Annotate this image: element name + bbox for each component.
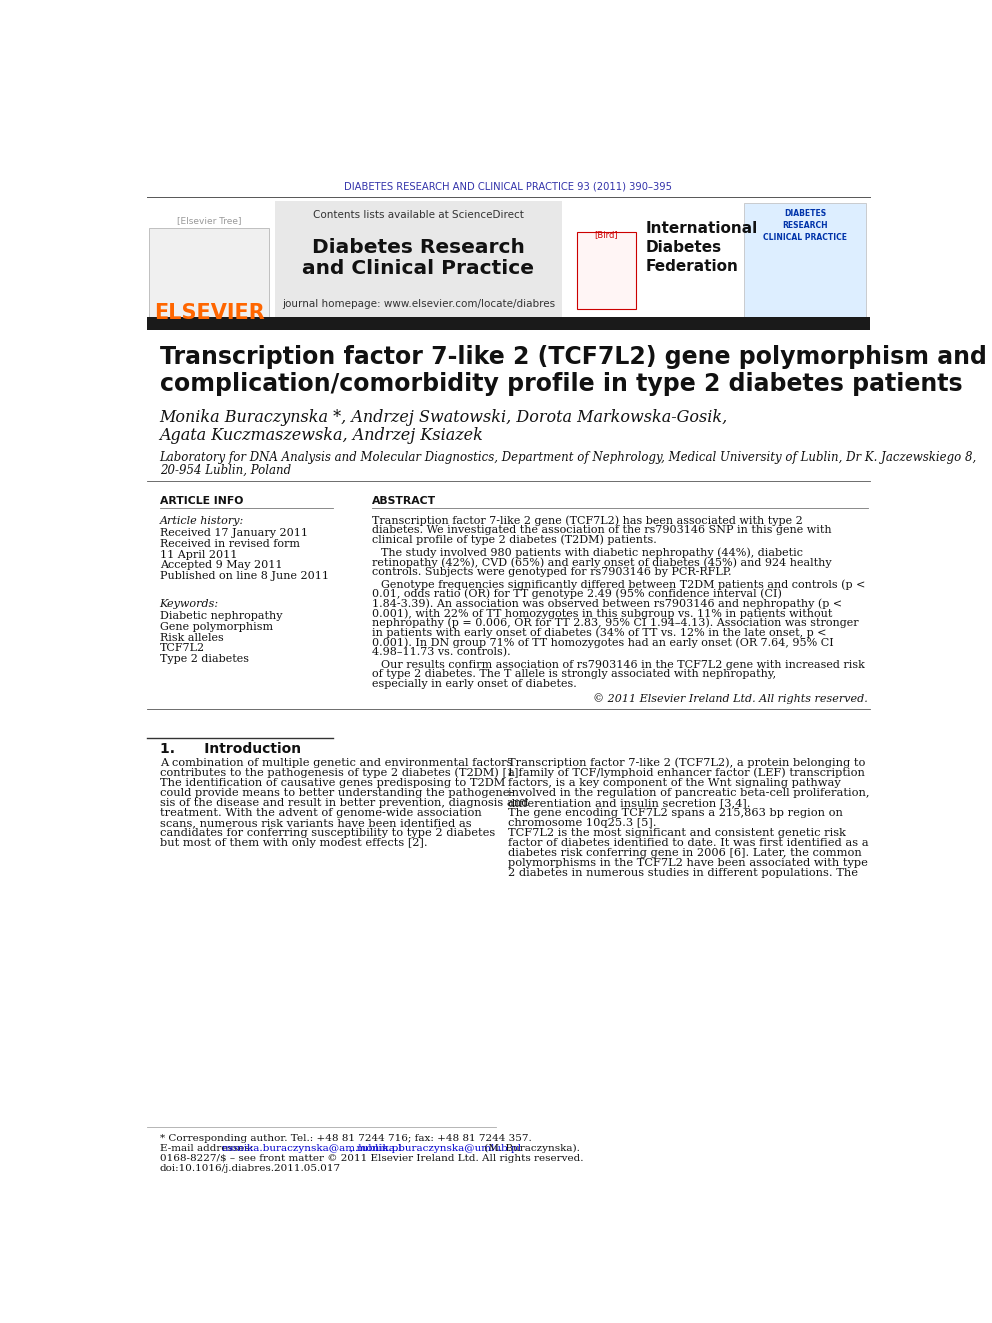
Text: A combination of multiple genetic and environmental factors: A combination of multiple genetic and en… (160, 758, 512, 767)
Text: 2 diabetes in numerous studies in different populations. The: 2 diabetes in numerous studies in differ… (509, 868, 858, 878)
Text: Federation: Federation (646, 259, 738, 274)
Text: 0.001), with 22% of TT homozygotes in this subgroup vs. 11% in patients without: 0.001), with 22% of TT homozygotes in th… (372, 609, 832, 619)
Text: of type 2 diabetes. The T allele is strongly associated with nephropathy,: of type 2 diabetes. The T allele is stro… (372, 669, 776, 679)
Text: The study involved 980 patients with diabetic nephropathy (44%), diabetic: The study involved 980 patients with dia… (381, 548, 804, 558)
Bar (275, 201, 561, 320)
Text: treatment. With the advent of genome-wide association: treatment. With the advent of genome-wid… (160, 808, 481, 818)
Text: complication/comorbidity profile in type 2 diabetes patients: complication/comorbidity profile in type… (160, 372, 962, 396)
Text: Contents lists available at ScienceDirect: Contents lists available at ScienceDirec… (313, 210, 524, 220)
Text: a family of TCF/lymphoid enhancer factor (LEF) transcription: a family of TCF/lymphoid enhancer factor… (509, 767, 865, 778)
Text: Received 17 January 2011: Received 17 January 2011 (160, 528, 308, 538)
Text: © 2011 Elsevier Ireland Ltd. All rights reserved.: © 2011 Elsevier Ireland Ltd. All rights … (593, 693, 868, 704)
Text: nephropathy (p = 0.006, OR for TT 2.83, 95% CI 1.94–4.13). Association was stron: nephropathy (p = 0.006, OR for TT 2.83, … (372, 618, 859, 628)
Text: DIABETES RESEARCH AND CLINICAL PRACTICE 93 (2011) 390–395: DIABETES RESEARCH AND CLINICAL PRACTICE … (344, 181, 673, 192)
Text: The identification of causative genes predisposing to T2DM: The identification of causative genes pr… (160, 778, 505, 787)
Text: Transcription factor 7-like 2 gene (TCF7L2) has been associated with type 2: Transcription factor 7-like 2 gene (TCF7… (372, 516, 803, 527)
Text: diabetes risk conferring gene in 2006 [6]. Later, the common: diabetes risk conferring gene in 2006 [6… (509, 848, 862, 857)
Text: diabetes. We investigated the association of the rs7903146 SNP in this gene with: diabetes. We investigated the associatio… (372, 525, 831, 536)
Text: 1.      Introduction: 1. Introduction (160, 742, 301, 755)
Text: [Elsevier Tree]: [Elsevier Tree] (177, 216, 241, 225)
Text: TCF7L2: TCF7L2 (160, 643, 204, 654)
Text: 20-954 Lublin, Poland: 20-954 Lublin, Poland (160, 463, 291, 476)
Text: Published on line 8 June 2011: Published on line 8 June 2011 (160, 572, 328, 581)
Text: retinopathy (42%), CVD (65%) and early onset of diabetes (45%) and 924 healthy: retinopathy (42%), CVD (65%) and early o… (372, 557, 831, 568)
Text: Keywords:: Keywords: (160, 599, 219, 609)
Text: 4.98–11.73 vs. controls).: 4.98–11.73 vs. controls). (372, 647, 511, 658)
Text: differentiation and insulin secretion [3,4].: differentiation and insulin secretion [3… (509, 798, 751, 808)
Text: (M. Buraczynska).: (M. Buraczynska). (481, 1143, 580, 1152)
Text: Article history:: Article history: (160, 516, 244, 525)
Text: E-mail addresses:: E-mail addresses: (160, 1143, 256, 1152)
Text: 0.001). In DN group 71% of TT homozygotes had an early onset (OR 7.64, 95% CI: 0.001). In DN group 71% of TT homozygote… (372, 638, 833, 647)
Text: controls. Subjects were genotyped for rs7903146 by PCR-RFLP.: controls. Subjects were genotyped for rs… (372, 566, 731, 577)
Bar (744, 202, 866, 320)
Text: Accepted 9 May 2011: Accepted 9 May 2011 (160, 561, 282, 570)
Text: candidates for conferring susceptibility to type 2 diabetes: candidates for conferring susceptibility… (160, 828, 495, 837)
Text: 0.01, odds ratio (OR) for TT genotype 2.49 (95% confidence interval (CI): 0.01, odds ratio (OR) for TT genotype 2.… (372, 589, 782, 599)
Text: Monika Buraczynska *, Andrzej Swatowski, Dorota Markowska-Gosik,: Monika Buraczynska *, Andrzej Swatowski,… (160, 409, 728, 426)
Text: scans, numerous risk variants have been identified as: scans, numerous risk variants have been … (160, 818, 471, 828)
Text: doi:10.1016/j.diabres.2011.05.017: doi:10.1016/j.diabres.2011.05.017 (160, 1164, 341, 1172)
Text: sis of the disease and result in better prevention, diagnosis and: sis of the disease and result in better … (160, 798, 528, 808)
Bar (577, 232, 636, 308)
Text: factor of diabetes identified to date. It was first identified as a: factor of diabetes identified to date. I… (509, 837, 869, 848)
Text: Diabetic nephropathy: Diabetic nephropathy (160, 611, 282, 620)
Text: International: International (646, 221, 758, 235)
Text: and Clinical Practice: and Clinical Practice (303, 259, 535, 278)
Text: involved in the regulation of pancreatic beta-cell proliferation,: involved in the regulation of pancreatic… (509, 789, 870, 798)
Text: Diabetes: Diabetes (646, 239, 722, 255)
Text: contributes to the pathogenesis of type 2 diabetes (T2DM) [1].: contributes to the pathogenesis of type … (160, 767, 522, 778)
Text: * Corresponding author. Tel.: +48 81 7244 716; fax: +48 81 7244 357.: * Corresponding author. Tel.: +48 81 724… (160, 1134, 532, 1143)
Text: 1.84-3.39). An association was observed between rs7903146 and nephropathy (p <: 1.84-3.39). An association was observed … (372, 598, 842, 609)
Text: Transcription factor 7-like 2 (TCF7L2) gene polymorphism and: Transcription factor 7-like 2 (TCF7L2) g… (160, 345, 986, 369)
Bar (149, 228, 269, 320)
Text: polymorphisms in the TCF7L2 have been associated with type: polymorphisms in the TCF7L2 have been as… (509, 857, 868, 868)
Text: Gene polymorphism: Gene polymorphism (160, 622, 273, 632)
Text: especially in early onset of diabetes.: especially in early onset of diabetes. (372, 679, 576, 689)
Text: Laboratory for DNA Analysis and Molecular Diagnostics, Department of Nephrology,: Laboratory for DNA Analysis and Molecula… (160, 451, 977, 464)
Text: Risk alleles: Risk alleles (160, 632, 223, 643)
Text: journal homepage: www.elsevier.com/locate/diabres: journal homepage: www.elsevier.com/locat… (282, 299, 556, 308)
Text: TCF7L2 is the most significant and consistent genetic risk: TCF7L2 is the most significant and consi… (509, 828, 846, 837)
Text: , monika.buraczynska@umlub.pl: , monika.buraczynska@umlub.pl (349, 1143, 521, 1152)
Text: 11 April 2011: 11 April 2011 (160, 549, 237, 560)
Text: monika.buraczynska@am.lublin.pl: monika.buraczynska@am.lublin.pl (221, 1143, 403, 1152)
Text: in patients with early onset of diabetes (34% of TT vs. 12% in the late onset, p: in patients with early onset of diabetes… (372, 627, 826, 638)
Text: clinical profile of type 2 diabetes (T2DM) patients.: clinical profile of type 2 diabetes (T2D… (372, 534, 657, 545)
Text: ABSTRACT: ABSTRACT (372, 496, 436, 505)
Bar (147, 318, 870, 329)
Text: ELSEVIER: ELSEVIER (154, 303, 265, 323)
Text: DIABETES
RESEARCH
CLINICAL PRACTICE: DIABETES RESEARCH CLINICAL PRACTICE (763, 209, 847, 242)
Text: Type 2 diabetes: Type 2 diabetes (160, 655, 249, 664)
Text: Diabetes Research: Diabetes Research (312, 238, 525, 257)
Text: Our results confirm association of rs7903146 in the TCF7L2 gene with increased r: Our results confirm association of rs790… (381, 660, 865, 669)
Text: 0168-8227/$ – see front matter © 2011 Elsevier Ireland Ltd. All rights reserved.: 0168-8227/$ – see front matter © 2011 El… (160, 1154, 583, 1163)
Text: The gene encoding TCF7L2 spans a 215,863 bp region on: The gene encoding TCF7L2 spans a 215,863… (509, 808, 843, 818)
Text: Transcription factor 7-like 2 (TCF7L2), a protein belonging to: Transcription factor 7-like 2 (TCF7L2), … (509, 758, 866, 769)
Text: Genotype frequencies significantly differed between T2DM patients and controls (: Genotype frequencies significantly diffe… (381, 579, 866, 590)
Text: ARTICLE INFO: ARTICLE INFO (160, 496, 243, 505)
Text: chromosome 10q25.3 [5].: chromosome 10q25.3 [5]. (509, 818, 657, 828)
Text: could provide means to better understanding the pathogene-: could provide means to better understand… (160, 789, 513, 798)
Text: but most of them with only modest effects [2].: but most of them with only modest effect… (160, 837, 428, 848)
Text: Agata Kuczmaszewska, Andrzej Ksiazek: Agata Kuczmaszewska, Andrzej Ksiazek (160, 427, 483, 445)
Text: [Bird]: [Bird] (594, 230, 618, 238)
Text: factors, is a key component of the Wnt signaling pathway: factors, is a key component of the Wnt s… (509, 778, 841, 787)
Text: Received in revised form: Received in revised form (160, 538, 300, 549)
